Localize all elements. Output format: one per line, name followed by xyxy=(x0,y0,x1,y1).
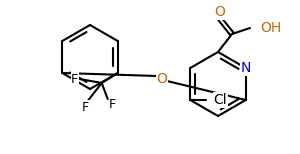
Text: Cl: Cl xyxy=(213,93,227,107)
Text: F: F xyxy=(82,101,89,113)
Text: F: F xyxy=(109,97,116,111)
Text: OH: OH xyxy=(260,21,281,35)
Text: O: O xyxy=(214,5,225,19)
Text: N: N xyxy=(241,61,251,75)
Text: F: F xyxy=(71,73,78,85)
Text: O: O xyxy=(157,72,167,86)
